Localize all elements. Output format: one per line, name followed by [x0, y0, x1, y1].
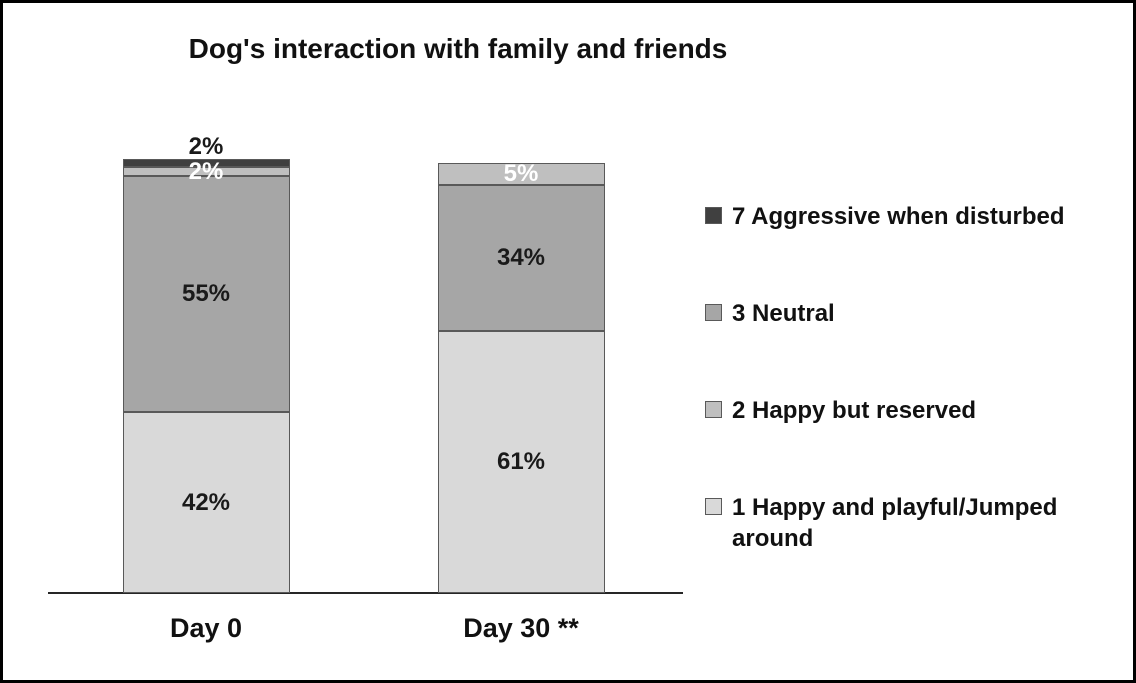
bar-segment-day-30-2-happy-but-reserved: 5% — [437, 159, 605, 187]
bar-value-label-day-0-7-aggressive-when-disturbed: 2% — [188, 132, 224, 160]
chart-title: Dog's interaction with family and friend… — [188, 33, 728, 64]
legend-label: 7 Aggressive when disturbed — [732, 203, 1065, 230]
legend: 7 Aggressive when disturbed 3 Neutral 2 Ha… — [705, 201, 1129, 620]
bar-segment-day-30-3-neutral: 34% — [437, 184, 605, 331]
legend-swatch-icon — [705, 401, 722, 418]
legend-swatch-icon — [705, 207, 722, 224]
legend-entry-1-happy-and-playful-jumped-around: 1 Happy and playful/Jumped around — [705, 492, 1129, 554]
legend-label: 1 Happy and playful/Jumped around — [732, 494, 1058, 552]
legend-swatch-icon — [705, 498, 722, 515]
bar-segment-day-0-1-happy-and-playful-jumped-around: 42% — [122, 412, 290, 593]
legend-entry-2-happy-but-reserved: 2 Happy but reserved — [705, 395, 1129, 426]
plot-area: 42% 55% 2% 2% Day 0 61% 34% 5% Day 30 ** — [3, 3, 1133, 680]
bar-segment-day-0-2-happy-but-reserved: 2% — [122, 159, 290, 183]
legend-swatch-icon — [705, 304, 722, 321]
bar-value-label-day-30-3-neutral: 34% — [496, 243, 546, 271]
bar-value-label-day-30-1-happy-and-playful-jumped-around: 61% — [496, 447, 546, 475]
legend-label: 2 Happy but reserved — [732, 397, 977, 424]
bar-segment-day-0-3-neutral: 55% — [122, 175, 290, 413]
x-axis-category-label-day-30: Day 30 ** — [463, 613, 579, 643]
bar-segment-day-0-7-aggressive-when-disturbed: 2% — [122, 134, 290, 168]
bar-value-label-day-0-3-neutral: 55% — [181, 280, 231, 308]
bar-value-label-day-0-1-happy-and-playful-jumped-around: 42% — [181, 488, 231, 516]
bar-value-label-day-30-2-happy-but-reserved: 5% — [503, 159, 539, 187]
x-axis-category-label-day-0: Day 0 — [169, 613, 243, 643]
legend-entry-3-neutral: 3 Neutral — [705, 298, 1129, 329]
bar-segment-day-30-1-happy-and-playful-jumped-around: 61% — [437, 330, 605, 593]
legend-label: 3 Neutral — [732, 300, 835, 327]
x-axis-line — [48, 592, 683, 594]
legend-entry-7-aggressive-when-disturbed: 7 Aggressive when disturbed — [705, 201, 1129, 232]
